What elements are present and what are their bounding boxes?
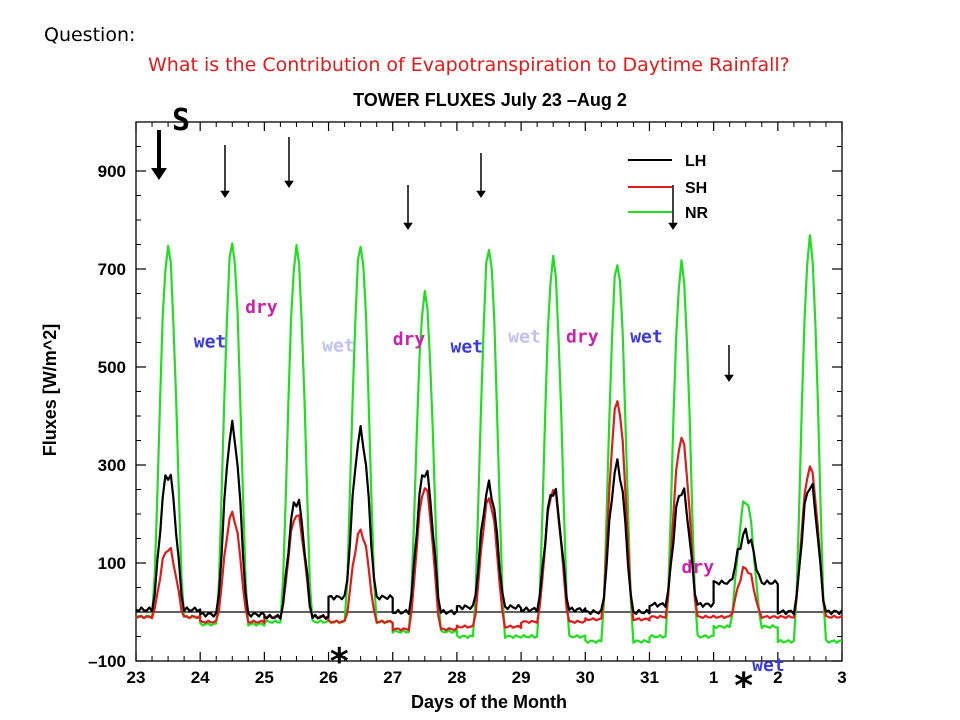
x-tick-label: 25	[255, 668, 274, 687]
x-tick-label: 23	[127, 668, 146, 687]
x-tick-label: 27	[383, 668, 402, 687]
legend-label-nr: NR	[685, 205, 709, 222]
y-tick-label: 100	[98, 554, 126, 573]
annotation-wet: wet	[194, 331, 227, 352]
question-label: Question:	[44, 24, 136, 46]
y-axis-label: Fluxes [W/m^2]	[40, 324, 60, 457]
series-line-sh	[135, 400, 843, 632]
y-tick-label: 300	[98, 456, 126, 475]
x-tick-label: 28	[447, 668, 466, 687]
x-tick-label: 3	[837, 668, 846, 687]
x-tick-label: 1	[709, 668, 718, 687]
series-line-lh	[135, 419, 843, 621]
x-tick-label: 26	[319, 668, 338, 687]
x-tick-label: 31	[640, 668, 659, 687]
chart-title: TOWER FLUXES July 23 –Aug 2	[353, 90, 627, 110]
annotation-star: *	[329, 641, 351, 682]
x-tick-label: 2	[773, 668, 782, 687]
annotation-wet: wet	[450, 336, 483, 357]
arrow-head	[668, 222, 678, 230]
annotation-dry: dry	[393, 329, 426, 350]
annotation-dry: dry	[245, 297, 278, 318]
annotation-wet: wet	[322, 335, 355, 356]
legend-label-lh: LH	[685, 153, 706, 170]
series-layer	[135, 234, 843, 644]
arrow-head	[151, 168, 167, 180]
annotation-wet: wet	[752, 655, 785, 676]
legend-label-sh: SH	[685, 180, 707, 197]
y-tick-label: 700	[98, 260, 126, 279]
arrow-head	[724, 374, 734, 382]
annotation-wet: wet	[508, 327, 541, 348]
arrow-head	[403, 222, 413, 230]
arrow-head	[220, 190, 230, 198]
legend: LH SH NR	[628, 153, 709, 222]
annotation-star: *	[733, 666, 755, 707]
s-marker-label: S	[172, 103, 190, 138]
y-tick-label: 500	[98, 358, 126, 377]
x-tick-label: 29	[512, 668, 531, 687]
annotation-dry: dry	[566, 327, 599, 348]
y-tick-label: 900	[98, 162, 126, 181]
y-tick-label: –100	[88, 652, 126, 671]
annotation-dry: dry	[682, 557, 715, 578]
series-line-nr	[135, 234, 843, 644]
arrow-markers	[151, 130, 734, 382]
x-tick-label: 24	[191, 668, 210, 687]
arrow-head	[476, 190, 486, 198]
question-text: What is the Contribution of Evapotranspi…	[148, 54, 790, 76]
arrow-head	[284, 180, 294, 188]
x-axis-label: Days of the Month	[411, 692, 567, 712]
x-tick-label: 30	[576, 668, 595, 687]
annotation-wet: wet	[630, 327, 663, 348]
